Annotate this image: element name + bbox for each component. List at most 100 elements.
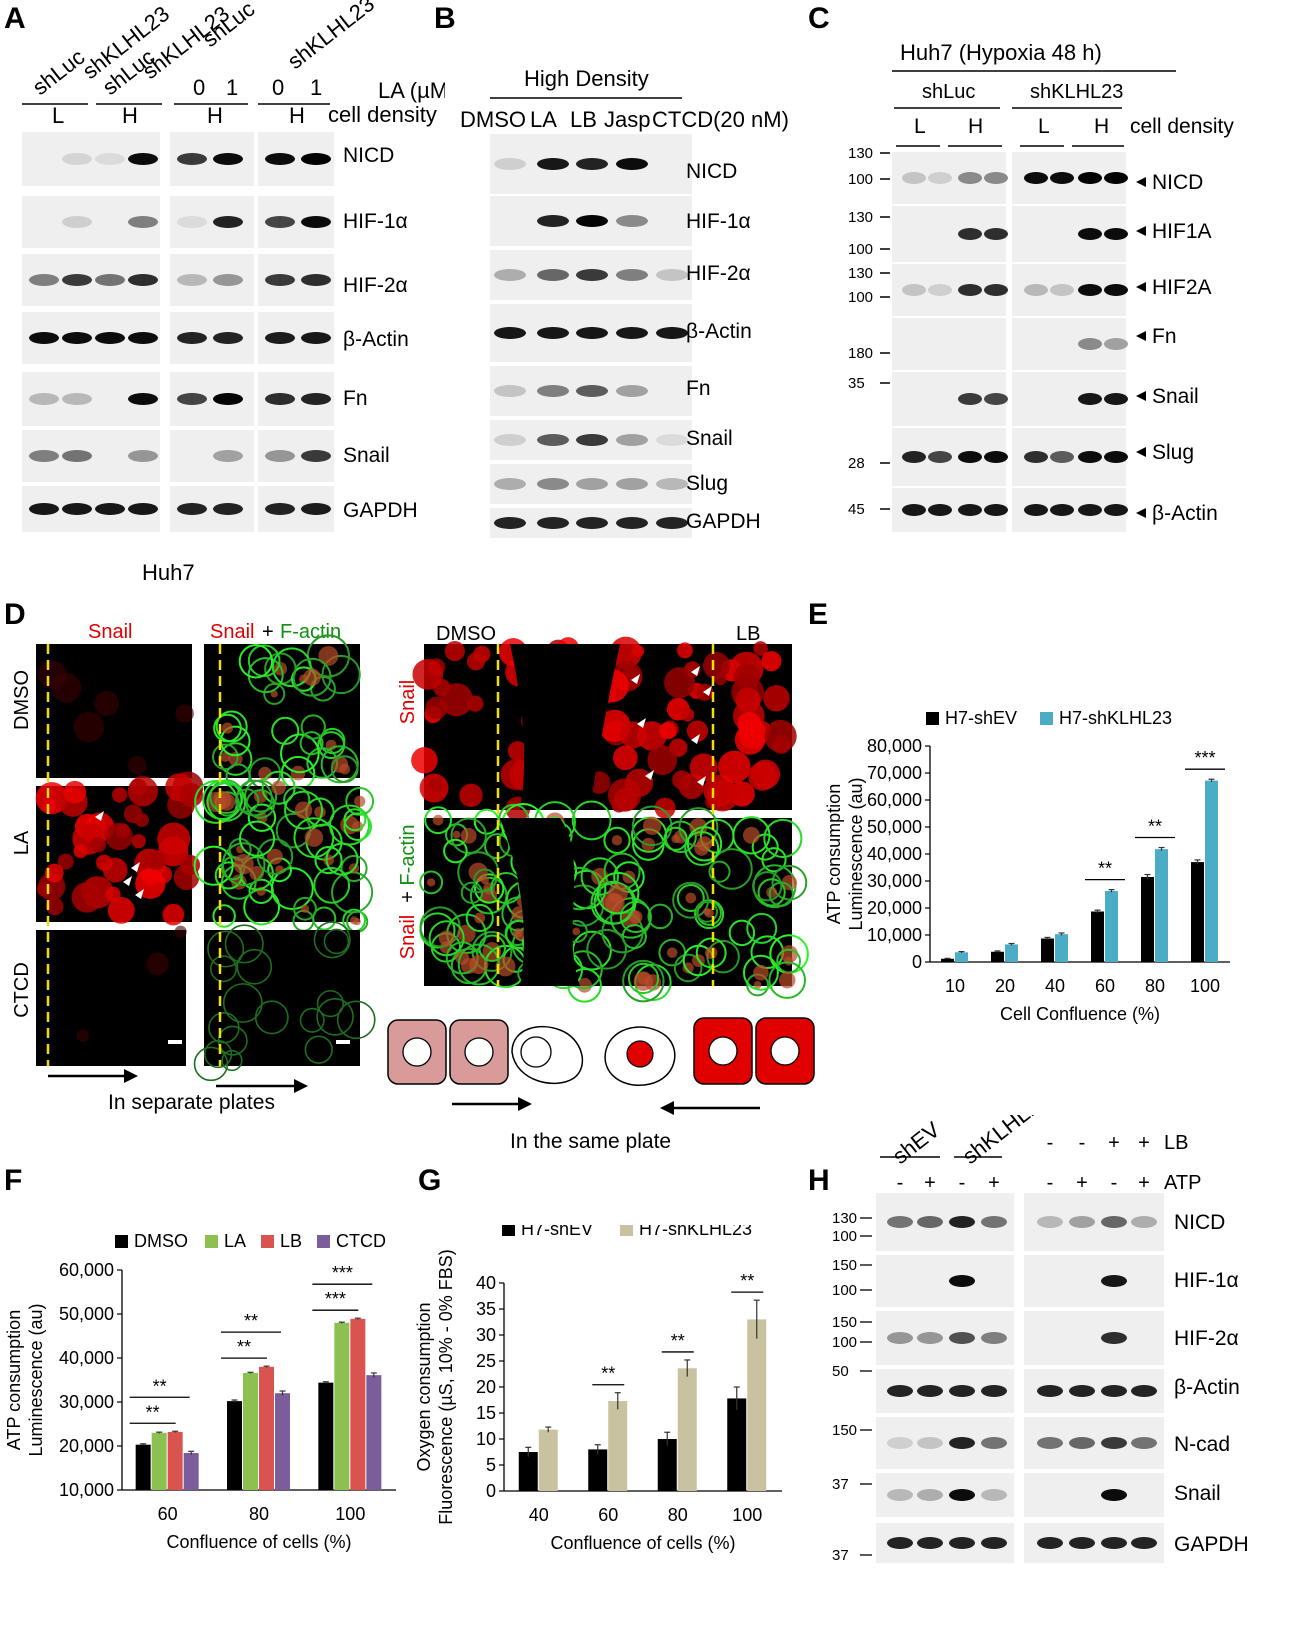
bar-H7-shKLHL23 [747,1319,767,1491]
a-la-3: 1 [310,75,322,100]
blot-band [887,1385,913,1397]
blot-band [213,216,243,228]
y-tick-label: 30,000 [867,871,922,891]
h-mw-marker: 150 [832,1422,857,1439]
bar-H7-shKLHL23 [1155,849,1168,962]
blot-band [301,503,331,515]
bar-H7-shEV [1091,911,1104,962]
x-tick-label: 60 [598,1505,618,1525]
c-density-h1: H [968,115,983,138]
c-density-label: cell density [1130,115,1234,138]
blot-band [949,1537,975,1549]
d-right-caption: In the same plate [510,1130,671,1153]
blot-band [917,1537,943,1549]
blot-band [1078,284,1102,296]
blot-band [213,332,243,344]
a-band-label: Fn [343,387,368,410]
y-tick-label: 40,000 [867,844,922,864]
legend-swatch [620,1225,633,1236]
blot-band [95,503,125,515]
legend-label: LB [280,1231,302,1251]
blot-band [1050,504,1074,516]
d-right-row2-plus: + [397,891,419,903]
b-band-label: GAPDH [686,510,761,533]
significance-mark: *** [1194,748,1215,768]
h-atp-sign: - [897,1172,904,1194]
blot-band [29,503,59,515]
b-treat-jasp: Jasp [604,107,650,132]
bar-H7-shEV [657,1439,677,1491]
h-band-label: β-Actin [1174,1376,1240,1399]
a-density-h3: H [289,103,305,128]
blot-band [576,158,608,170]
c-mw-marker: 130 [848,209,873,226]
blot-band [1069,1385,1095,1397]
legend-swatch [115,1235,128,1248]
blot-band [1069,1537,1095,1549]
blot-band [616,517,648,529]
legend-swatch [261,1235,274,1248]
legend-label: H7-shEV [521,1225,593,1239]
h-lb-sign: + [1138,1132,1150,1154]
c-density-h2: H [1094,115,1109,138]
c-mw-marker: 45 [848,501,865,518]
blot-band [1101,1489,1127,1501]
blot-band [949,1216,975,1228]
a-col-label: shLuc [198,0,260,52]
legend-swatch [502,1225,515,1236]
y-tick-label: 70,000 [867,763,922,783]
y-tick-label: 80,000 [867,736,922,756]
micrograph-tile [35,771,204,926]
y-axis-label-2: Luminescence (au) [26,1303,46,1456]
y-tick-label: 35 [476,1299,496,1319]
x-tick-label: 80 [1145,976,1165,996]
chart-f: 10,000 20,000 30,000 40,000 50,000 60,000 60 80… [4,1231,396,1552]
blot-band [576,385,608,397]
bar-H7-shKLHL23 [677,1368,697,1491]
h-atp-label: ATP [1164,1172,1201,1194]
blot-strip [892,318,1006,370]
micrograph-tile [419,800,809,1003]
bar-CTCD [366,1375,382,1490]
b-band-label: HIF-1α [686,210,751,233]
c-mw-marker: 100 [848,241,873,258]
blot-band [1050,284,1074,296]
blot-band [128,503,158,515]
blot-band [1104,172,1128,184]
blot-band [62,393,92,405]
a-band-label: β-Actin [343,328,409,351]
h-mw-marker: 100 [832,1228,857,1245]
blot-band [949,1385,975,1397]
h-atp-sign: - [1047,1172,1054,1194]
bar-LA [243,1372,258,1490]
h-mw-marker: 100 [832,1282,857,1299]
c-band-label: Snail [1152,385,1199,408]
blot-band [301,332,331,344]
blot-band [616,269,648,281]
bar-H7-shKLHL23 [1055,934,1068,962]
bar-H7-shEV [1141,876,1154,962]
blot-band [1037,1437,1063,1449]
blot-band [1078,338,1102,350]
blot-band [576,517,608,529]
blot-band [1101,1275,1127,1287]
y-tick-label: 5 [486,1455,496,1475]
significance-mark: ** [237,1337,251,1357]
blot-band [928,504,952,516]
blot-band [537,434,569,446]
blot-band [984,172,1008,184]
cell-schematic [387,1017,815,1086]
blot-band [576,215,608,227]
d-row-la: LA [11,830,33,855]
h-band-label: HIF-1α [1174,1269,1239,1292]
micrograph-tile [36,925,187,1066]
blot-band [576,327,608,339]
b-treat-la: LA [530,107,557,132]
blot-band [949,1332,975,1344]
h-mw-marker: 50 [832,1363,849,1380]
a-la-label: LA (µM) [378,78,445,103]
y-tick-label: 10 [476,1429,496,1449]
micrograph-tile [411,636,797,822]
a-band-label: HIF-2α [343,274,408,297]
blot-band [616,215,648,227]
